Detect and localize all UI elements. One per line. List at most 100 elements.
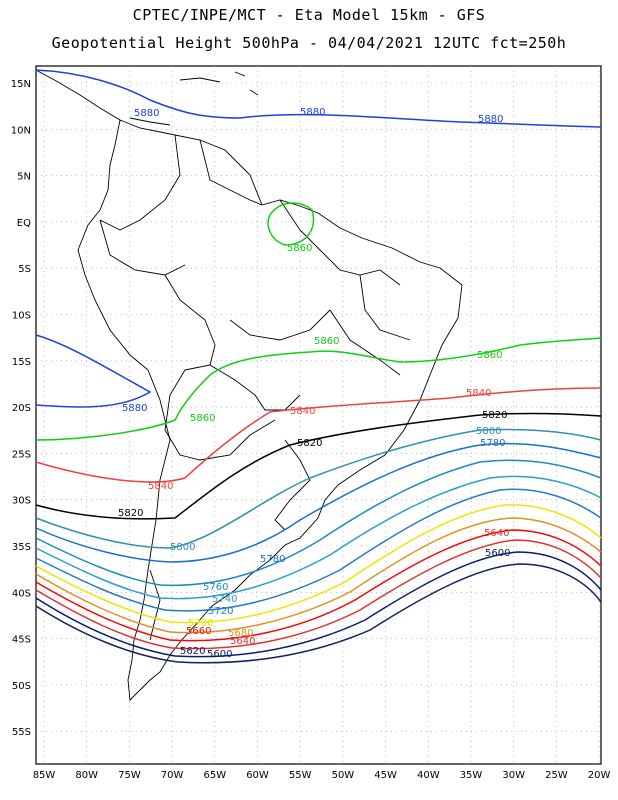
label-5820-b: 5820 <box>297 438 322 449</box>
border-bolivia-paraguay <box>209 364 301 411</box>
lat-tick-label: 30S <box>12 496 31 507</box>
axis-ticks: 85W 80W 75W 70W 65W 60W 55W 50W 45W 40W 35W 30W 25W 2… <box>11 79 611 781</box>
contour-5640 <box>35 539 602 650</box>
caribbean-islands <box>179 71 259 96</box>
border-chile-argentina <box>149 569 161 641</box>
lat-tick-label: EQ <box>17 218 31 229</box>
label-5880-c: 5880 <box>478 114 503 125</box>
border-brazil-east <box>359 274 411 341</box>
contour-5620 <box>35 551 602 658</box>
label-5840-c: 5840 <box>148 481 173 492</box>
label-5880-a: 5880 <box>134 108 159 119</box>
lon-tick-label: 35W <box>460 770 483 781</box>
contour-5660 <box>35 529 602 642</box>
label-5840-b: 5840 <box>290 406 315 417</box>
label-5860-d: 5860 <box>190 413 215 424</box>
lon-tick-label: 65W <box>203 770 226 781</box>
label-5620: 5620 <box>180 646 205 657</box>
lon-tick-label: 30W <box>502 770 525 781</box>
lon-tick-label: 75W <box>118 770 141 781</box>
border-ecuador-peru <box>99 219 186 276</box>
contour-5680 <box>35 517 602 634</box>
contour-5760 <box>35 459 602 587</box>
lat-tick-label: 55S <box>12 727 31 738</box>
contour-5860-amazon <box>267 202 315 246</box>
lon-tick-label: 20W <box>588 770 611 781</box>
contour-labels: 5880 5880 5880 5880 5860 5860 5860 5860 … <box>118 107 510 660</box>
label-5780-b: 5780 <box>260 554 285 565</box>
lon-tick-label: 70W <box>161 770 184 781</box>
contour-lines <box>35 69 602 658</box>
coastline-south-america <box>35 69 463 701</box>
border-uruguay <box>274 439 311 531</box>
border-peru-bolivia <box>164 274 216 371</box>
label-5640-a: 5640 <box>484 528 509 539</box>
lat-tick-label: 20S <box>12 403 31 414</box>
contour-5700 <box>35 504 602 624</box>
lat-tick-label: 25S <box>12 449 31 460</box>
label-5760: 5760 <box>203 582 228 593</box>
lon-tick-label: 80W <box>75 770 98 781</box>
lat-lon-grid <box>36 66 601 764</box>
label-5820-a: 5820 <box>482 410 507 421</box>
contour-5820 <box>35 412 602 520</box>
border-venezuela <box>199 139 263 206</box>
contour-5840 <box>35 387 602 483</box>
label-5780-a: 5780 <box>480 438 505 449</box>
contour-5860-main <box>35 337 602 441</box>
lon-tick-label: 55W <box>289 770 312 781</box>
lat-tick-label: 50S <box>12 681 31 692</box>
lon-tick-label: 50W <box>332 770 355 781</box>
label-5600-a: 5600 <box>485 548 510 559</box>
chart-title-line2: Geopotential Height 500hPa - 04/04/2021 … <box>51 34 567 52</box>
lat-tick-label: 10S <box>12 311 31 322</box>
border-brazil-internal <box>229 309 331 341</box>
label-5800-a: 5800 <box>476 426 501 437</box>
label-5860-c: 5860 <box>477 350 502 361</box>
lat-tick-label: 45S <box>12 635 31 646</box>
caribbean-coast <box>129 117 171 126</box>
border-brazil-states <box>329 309 401 376</box>
map-frame <box>35 65 602 765</box>
lat-tick-label: 10N <box>11 125 31 136</box>
label-5840-a: 5840 <box>466 388 491 399</box>
label-5660: 5660 <box>186 626 211 637</box>
contour-5600 <box>35 563 602 664</box>
central-america-outline <box>35 69 121 121</box>
contour-5880-north <box>35 69 602 128</box>
label-5740: 5740 <box>212 594 237 605</box>
lon-tick-label: 40W <box>417 770 440 781</box>
lat-tick-label: 5S <box>18 264 31 275</box>
lat-tick-label: 15N <box>11 79 31 90</box>
label-5720: 5720 <box>208 606 233 617</box>
lat-tick-label: 15S <box>12 357 31 368</box>
label-5880-b: 5880 <box>300 107 325 118</box>
label-5600-b: 5600 <box>207 649 232 660</box>
chart-title-line1: CPTEC/INPE/MCT - Eta Model 15km - GFS <box>132 6 486 24</box>
lat-tick-label: 35S <box>12 542 31 553</box>
lon-tick-label: 25W <box>545 770 568 781</box>
border-argentina-north <box>164 369 276 461</box>
label-5860-b: 5860 <box>314 336 339 347</box>
label-5880-d: 5880 <box>122 403 147 414</box>
contour-5880-south <box>35 334 152 408</box>
continent-outline <box>77 119 463 701</box>
border-colombia <box>99 134 181 231</box>
lon-tick-label: 45W <box>374 770 397 781</box>
contour-5800 <box>35 428 602 549</box>
label-5640-b: 5640 <box>230 636 255 647</box>
lon-tick-label: 60W <box>246 770 269 781</box>
contour-5780 <box>35 442 602 563</box>
label-5800-b: 5800 <box>170 542 195 553</box>
label-5680: 5680 <box>228 628 253 639</box>
contour-5720 <box>35 488 602 612</box>
lon-tick-label: 85W <box>33 770 56 781</box>
label-5820-c: 5820 <box>118 508 143 519</box>
border-brazil-north <box>279 199 401 286</box>
lat-tick-label: 40S <box>12 588 31 599</box>
contour-5740 <box>35 475 602 600</box>
lat-tick-label: 5N <box>17 172 31 183</box>
label-5860-a: 5860 <box>287 243 312 254</box>
label-5700: 5700 <box>188 618 213 629</box>
